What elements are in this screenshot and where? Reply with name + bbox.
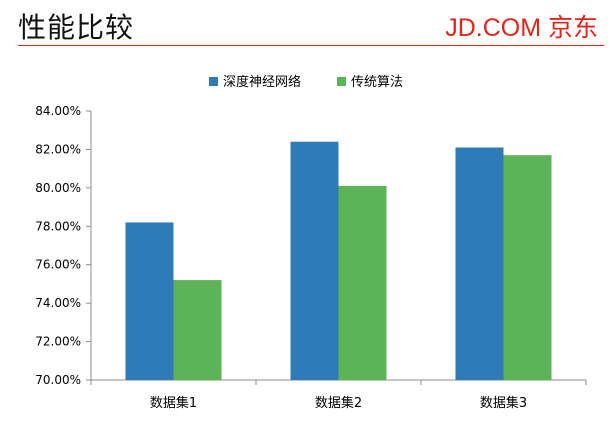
page-title: 性能比较 xyxy=(18,11,135,44)
title-divider xyxy=(18,45,604,46)
legend-swatch xyxy=(337,77,346,86)
y-tick-label: 74.00% xyxy=(35,296,81,310)
jd-logo: JD.COM 京东 xyxy=(445,14,598,42)
y-tick-label: 84.00% xyxy=(35,104,81,118)
y-tick-label: 78.00% xyxy=(35,219,81,233)
bar-series-1 xyxy=(125,222,174,380)
bar-series-1 xyxy=(290,141,339,380)
x-axis: 数据集1 数据集2 数据集3 xyxy=(90,379,587,411)
y-axis: 70.00% 72.00% 74.00% 76.00% 78.00% 80.00% 82.0… xyxy=(35,104,92,387)
bar-series-1 xyxy=(455,147,504,380)
y-tick-label: 72.00% xyxy=(35,335,81,349)
x-tick-label: 数据集2 xyxy=(315,395,362,411)
y-tick-label: 76.00% xyxy=(35,258,81,272)
x-tick-label: 数据集3 xyxy=(480,395,527,411)
legend-label: 深度神经网络 xyxy=(223,74,301,90)
legend-swatch xyxy=(209,77,218,86)
x-tick-label: 数据集1 xyxy=(150,395,197,411)
legend-label: 传统算法 xyxy=(351,75,403,90)
bars xyxy=(125,141,552,380)
bar-series-2 xyxy=(503,155,552,380)
bar-series-2 xyxy=(338,185,387,380)
legend: 深度神经网络 传统算法 xyxy=(209,74,403,90)
bar-series-2 xyxy=(173,280,222,380)
y-tick-label: 80.00% xyxy=(35,181,81,195)
y-tick-label: 82.00% xyxy=(35,142,81,156)
y-tick-label: 70.00% xyxy=(35,373,81,387)
